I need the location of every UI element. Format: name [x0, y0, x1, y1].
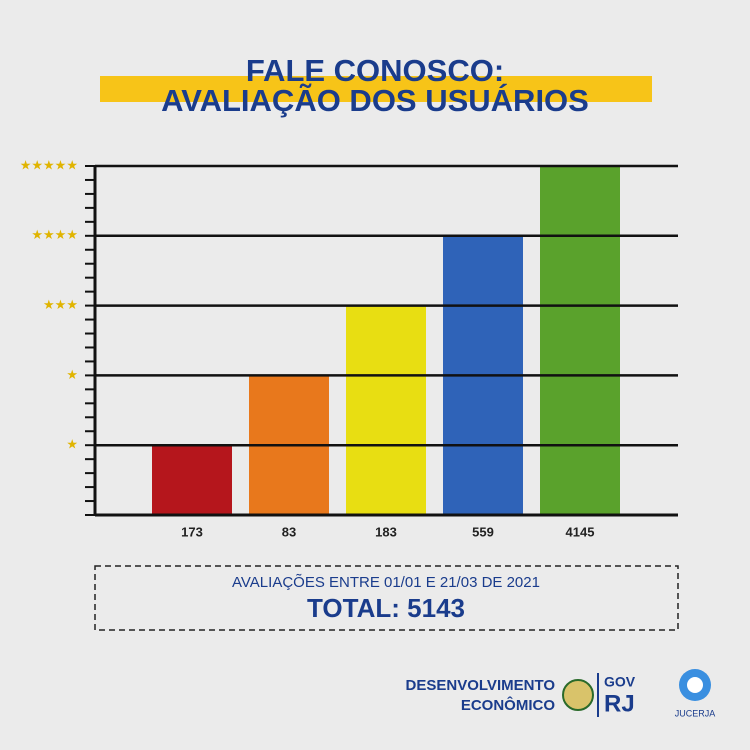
y-tick-label: ★★★★ [31, 227, 78, 242]
emblem [562, 679, 594, 711]
title: AVALIAÇÃO DOS USUÁRIOS [161, 83, 589, 118]
x-tick-label: 83 [282, 524, 296, 539]
y-tick-label: ★ [66, 437, 78, 452]
total: TOTAL: 5143 [307, 593, 465, 623]
department: ECONÔMICO [461, 696, 556, 714]
chart: 173 83 183 559 4145★★★★★★★★★★★★★★ [20, 157, 678, 539]
x-tick-label: 4145 [566, 524, 595, 539]
title: FALE CONOSCO: [246, 53, 504, 88]
agency-logo [687, 677, 703, 693]
gov: RJ [604, 690, 635, 717]
agency: JUCERJA [675, 708, 716, 718]
gov: GOV [604, 674, 636, 690]
y-tick-label: ★★★ [43, 297, 78, 312]
period: AVALIAÇÕES ENTRE 01/01 E 21/03 DE 2021 [232, 574, 540, 591]
x-tick-label: 173 [181, 524, 203, 539]
department: DESENVOLVIMENTO [406, 677, 556, 694]
y-tick-label: ★ [66, 367, 78, 382]
summary-box [94, 565, 679, 631]
x-tick-label: 559 [472, 524, 494, 539]
x-tick-label: 183 [375, 524, 397, 539]
bar [346, 305, 426, 515]
y-tick-label: ★★★★★ [20, 157, 78, 172]
bar [540, 166, 620, 515]
title-highlight [100, 76, 652, 102]
bar [152, 445, 232, 515]
